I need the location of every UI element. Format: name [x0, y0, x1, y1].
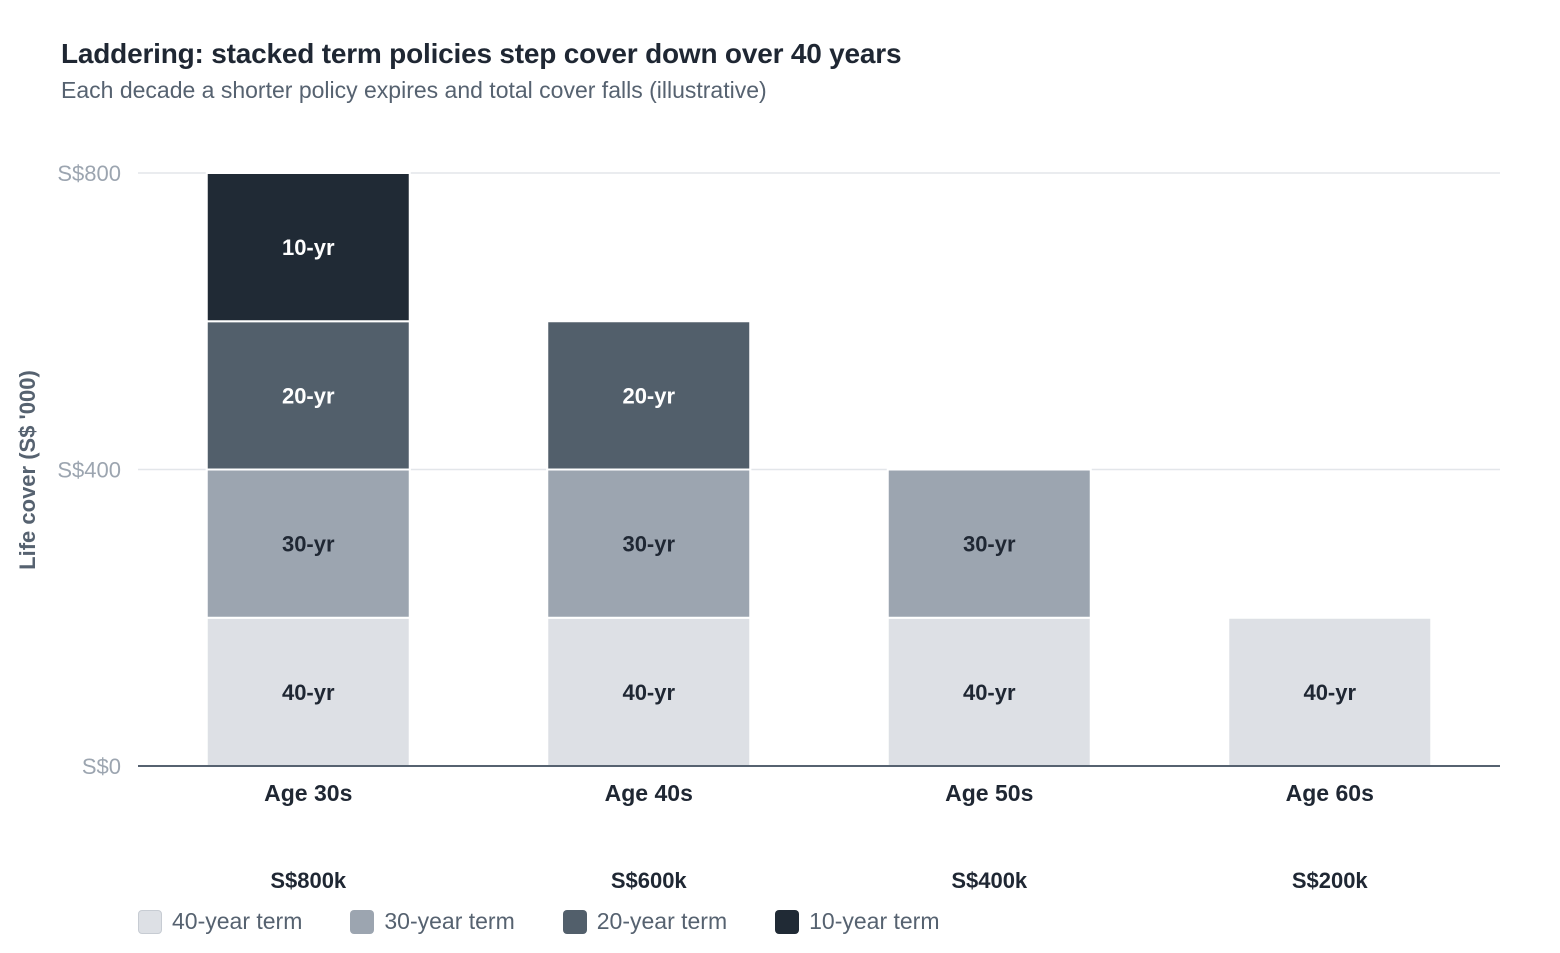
y-axis-label: Life cover (S$ '000): [15, 370, 40, 570]
legend-item: 40-year term: [138, 908, 302, 935]
total-label: S$200k: [1292, 868, 1369, 893]
legend-label: 40-year term: [172, 908, 303, 934]
y-tick-label: S$0: [82, 754, 121, 779]
bar-segment-label: 20-yr: [622, 383, 675, 408]
legend-swatch: [775, 909, 800, 934]
bar-segment-label: 10-yr: [282, 235, 335, 260]
total-label: S$800k: [270, 868, 347, 893]
x-tick-label: Age 30s: [264, 780, 352, 806]
bar-segment-40-yr: [546, 616, 752, 767]
total-label: S$600k: [611, 868, 688, 893]
x-tick-label: Age 50s: [945, 780, 1033, 806]
legend-label: 20-year term: [596, 908, 728, 934]
legend-item: 30-year term: [350, 908, 515, 935]
bar-segment-label: 40-yr: [282, 680, 335, 705]
bar-segment-30-yr: [886, 468, 1092, 619]
y-tick-label: S$800: [57, 161, 121, 186]
bar-segment-40-yr: [205, 616, 411, 767]
bar-segment-label: 30-yr: [282, 532, 335, 557]
chart-legend: 40-year term 30-year term 20-year term 10-y…: [138, 908, 988, 935]
legend-label: 30-year term: [384, 908, 515, 934]
legend-item: 10-year term: [775, 908, 940, 935]
bar-segment-20-yr: [205, 320, 411, 471]
total-label: S$400k: [951, 868, 1028, 893]
bar-segment-10-yr: [205, 172, 411, 323]
x-tick-label: Age 60s: [1286, 780, 1374, 806]
bar-segment-30-yr: [205, 468, 411, 619]
bar-segment-40-yr: [886, 616, 1092, 767]
bar-segment-label: 40-yr: [963, 680, 1016, 705]
legend-swatch: [562, 909, 587, 934]
y-tick-label: S$400: [57, 458, 121, 483]
bar-segment-label: 20-yr: [282, 383, 335, 408]
legend-label: 10-year term: [809, 908, 940, 934]
bar-segment-label: 40-yr: [1303, 680, 1356, 705]
chart-title: Laddering: stacked term policies step co…: [61, 38, 902, 69]
bar-segment-label: 30-yr: [963, 532, 1016, 557]
bar-segment-20-yr: [546, 320, 752, 471]
legend-item: 20-year term: [562, 908, 728, 935]
bar-segment-40-yr: [1227, 616, 1433, 767]
bar-segment-label: 30-yr: [622, 532, 675, 557]
legend-swatch: [138, 909, 162, 934]
legend-swatch: [350, 909, 375, 934]
bar-segment-label: 40-yr: [622, 680, 675, 705]
chart-subtitle: Each decade a shorter policy expires and…: [61, 77, 767, 103]
x-tick-label: Age 40s: [605, 780, 693, 806]
